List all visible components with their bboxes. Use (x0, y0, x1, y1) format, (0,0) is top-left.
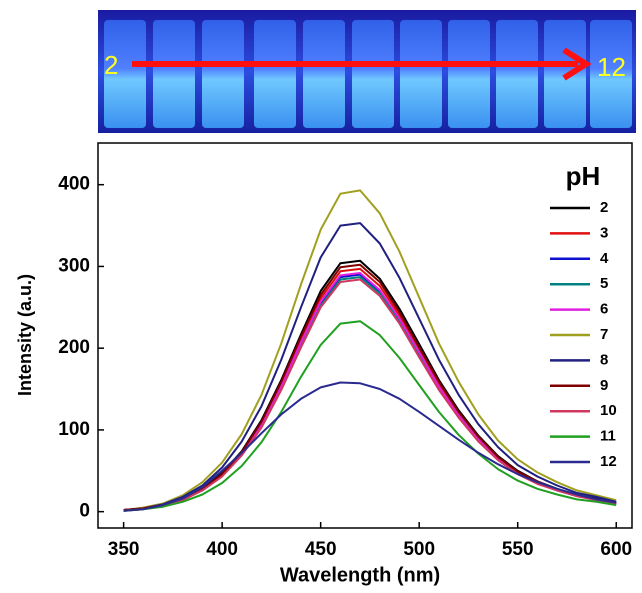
photo-label-start: 2 (104, 50, 118, 80)
vial (400, 20, 442, 128)
x-tick-label: 500 (403, 539, 435, 560)
vial (202, 20, 244, 128)
legend-label: 9 (600, 377, 608, 394)
legend-label: 5 (600, 275, 608, 292)
series-line (123, 381, 617, 512)
vial (303, 20, 345, 128)
y-tick-label: 200 (58, 337, 90, 358)
y-tick-label: 100 (58, 419, 90, 440)
series-line (123, 278, 617, 512)
legend-label: 8 (600, 351, 608, 368)
vial (104, 20, 146, 128)
legend-label: 10 (600, 402, 617, 419)
legend-label: 6 (600, 301, 608, 318)
legend-label: 2 (600, 199, 608, 216)
arrow-head (562, 47, 592, 81)
vial (153, 20, 195, 128)
vial (590, 20, 632, 128)
vials (104, 20, 632, 128)
x-tick-label: 550 (502, 539, 534, 560)
photo-label-end: 12 (597, 52, 626, 82)
legend-label: 7 (600, 326, 608, 343)
y-tick-label: 400 (58, 174, 90, 195)
legend-label: 4 (600, 250, 609, 267)
vial (254, 20, 296, 128)
x-axis-label: Wavelength (nm) (280, 564, 440, 586)
y-tick-label: 300 (58, 255, 90, 276)
legend-title: pH (566, 161, 601, 191)
y-tick-label: 0 (79, 501, 90, 522)
x-tick-label: 400 (206, 539, 238, 560)
x-tick-label: 600 (600, 539, 632, 560)
plot-frame (97, 142, 633, 529)
vial (496, 20, 538, 128)
vial (352, 20, 394, 128)
y-axis-label: Intensity (a.u.) (15, 274, 35, 396)
series-line (123, 222, 617, 511)
legend-label: 3 (600, 224, 608, 241)
vial (448, 20, 490, 128)
series-line (123, 189, 617, 511)
x-tick-label: 450 (305, 539, 337, 560)
x-tick-label: 350 (108, 539, 140, 560)
series-line (123, 263, 617, 511)
series-line (123, 320, 617, 512)
legend-label: 11 (600, 428, 616, 445)
photo: 2 12 (98, 10, 636, 133)
legend-label: 12 (600, 453, 617, 470)
